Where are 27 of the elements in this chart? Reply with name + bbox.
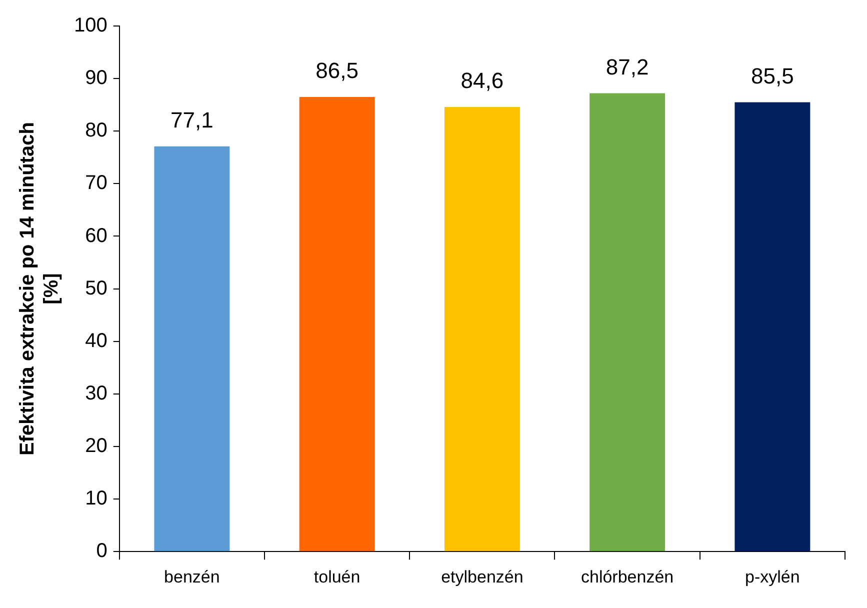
y-tick-label: 70 [85,172,108,194]
y-tick-label: 10 [85,488,108,510]
bar [734,102,810,552]
x-tick-label: p-xylén [745,567,800,586]
x-tick-label: etylbenzén [441,567,524,586]
y-tick-label: 20 [85,434,108,457]
y-tick-label: 100 [74,14,108,37]
y-tick-label: 90 [85,67,108,90]
y-tick-label: 40 [85,330,108,352]
x-tick-label: toluén [314,567,360,586]
bar [444,106,520,552]
y-tick-label: 60 [85,224,108,247]
data-label: 86,5 [316,58,358,84]
data-label: 85,5 [751,63,794,88]
y-tick-label: 30 [85,382,108,404]
y-tick-label: 50 [85,277,108,300]
bar [590,93,666,552]
x-tick-label: chlórbenzén [581,567,674,586]
data-label: 77,1 [170,107,214,132]
bar [299,96,375,552]
y-tick-label: 80 [85,120,108,142]
y-tick-label: 0 [96,540,108,562]
y-axis-title: Efektivita extrakcie po 14 minútach [%] [16,122,63,456]
bar [154,146,230,552]
data-label: 84,6 [460,68,504,94]
data-label: 87,2 [606,54,649,80]
x-tick-label: benzén [164,567,220,586]
